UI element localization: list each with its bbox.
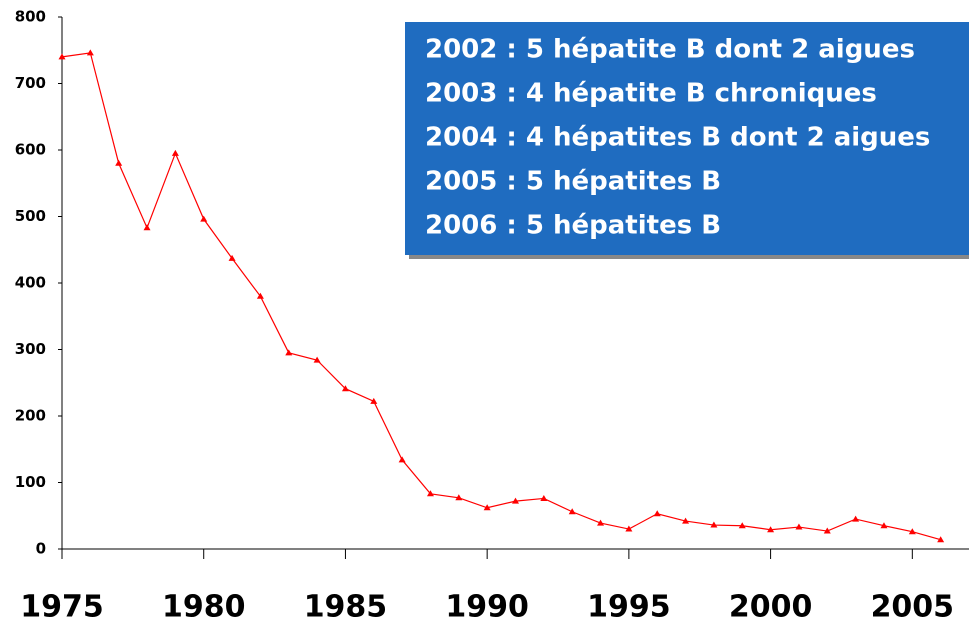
marker <box>256 292 264 299</box>
y-tick-label: 600 <box>15 141 46 159</box>
x-tick-label: 1980 <box>162 590 246 623</box>
annotation-line: 2005 : 5 hépatites B <box>425 167 721 197</box>
marker <box>880 522 888 529</box>
marker <box>341 385 349 392</box>
marker <box>370 397 378 404</box>
marker <box>852 515 860 522</box>
x-tick-label: 1995 <box>587 590 671 623</box>
marker <box>426 490 434 497</box>
marker <box>200 215 208 222</box>
annotation-line: 2003 : 4 hépatite B chroniques <box>425 79 877 109</box>
y-tick-label: 400 <box>15 274 46 292</box>
marker <box>86 49 94 56</box>
y-tick-label: 800 <box>15 8 46 26</box>
x-tick-label: 1975 <box>20 590 104 623</box>
marker <box>767 526 775 533</box>
marker <box>115 159 123 166</box>
marker <box>483 504 491 511</box>
y-tick-label: 0 <box>36 540 46 558</box>
x-tick-label: 1985 <box>304 590 388 623</box>
data-line <box>61 52 941 541</box>
y-tick-label: 500 <box>15 207 46 225</box>
marker <box>228 254 236 261</box>
x-tick-label: 2005 <box>871 590 955 623</box>
marker <box>512 497 519 504</box>
marker <box>625 525 633 532</box>
marker <box>738 522 746 529</box>
y-tick-label: 100 <box>15 473 46 491</box>
marker <box>455 494 463 501</box>
marker <box>171 149 179 156</box>
marker <box>710 521 718 528</box>
marker <box>682 517 690 524</box>
marker <box>568 508 576 515</box>
marker <box>143 224 151 231</box>
marker <box>908 528 916 535</box>
marker <box>540 494 548 501</box>
annotation-box <box>405 22 969 255</box>
marker <box>313 356 321 363</box>
y-tick-label: 200 <box>15 407 46 425</box>
y-tick-label: 300 <box>15 340 46 358</box>
marker <box>653 510 661 517</box>
marker <box>285 349 293 356</box>
marker <box>795 523 803 530</box>
marker <box>937 536 945 543</box>
annotation-line: 2004 : 4 hépatites B dont 2 aigues <box>425 123 930 153</box>
marker <box>823 527 831 534</box>
annotation-line: 2002 : 5 hépatite B dont 2 aigues <box>425 35 915 65</box>
marker <box>58 53 66 60</box>
marker <box>597 519 605 526</box>
x-tick-label: 1990 <box>445 590 529 623</box>
marker <box>398 456 406 463</box>
x-tick-label: 2000 <box>729 590 813 623</box>
annotation-line: 2006 : 5 hépatites B <box>425 211 721 241</box>
y-tick-label: 700 <box>15 74 46 92</box>
